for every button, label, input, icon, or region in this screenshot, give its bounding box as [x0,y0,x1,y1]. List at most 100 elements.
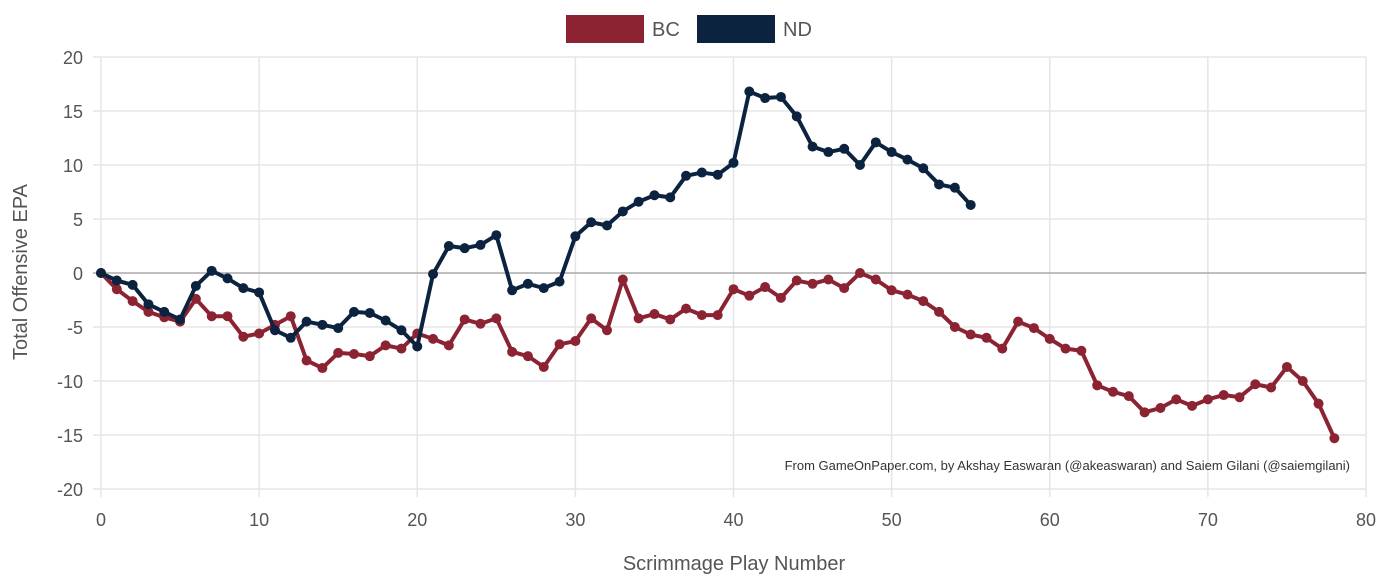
data-point-bc[interactable] [507,346,518,357]
data-point-bc[interactable] [839,283,850,294]
data-point-bc[interactable] [1187,400,1198,411]
data-point-nd[interactable] [807,141,818,152]
data-point-nd[interactable] [412,341,423,352]
data-point-bc[interactable] [807,278,818,289]
data-point-nd[interactable] [364,307,375,318]
data-point-bc[interactable] [855,268,865,278]
data-point-nd[interactable] [554,276,565,287]
data-point-bc[interactable] [1139,407,1150,418]
data-point-nd[interactable] [206,265,217,276]
data-point-nd[interactable] [285,332,296,343]
data-point-bc[interactable] [570,336,581,347]
data-point-nd[interactable] [443,241,454,251]
data-point-bc[interactable] [823,274,834,285]
data-point-bc[interactable] [459,314,470,325]
data-point-bc[interactable] [538,361,549,372]
data-point-nd[interactable] [649,190,660,201]
data-point-bc[interactable] [443,340,454,351]
data-point-bc[interactable] [1123,391,1134,402]
data-point-nd[interactable] [143,299,154,310]
data-point-bc[interactable] [1297,376,1308,386]
data-point-nd[interactable] [681,170,692,181]
data-point-bc[interactable] [586,313,597,324]
data-point-bc[interactable] [1028,323,1039,334]
data-point-nd[interactable] [111,275,122,286]
data-point-bc[interactable] [760,282,771,293]
data-point-bc[interactable] [301,355,312,366]
data-point-bc[interactable] [143,306,154,317]
data-point-bc[interactable] [997,343,1008,354]
data-point-nd[interactable] [823,147,834,158]
data-point-nd[interactable] [696,167,707,178]
data-point-nd[interactable] [522,278,533,289]
data-point-bc[interactable] [1313,398,1324,409]
data-point-nd[interactable] [839,143,850,154]
data-point-bc[interactable] [886,285,897,296]
data-point-bc[interactable] [949,322,960,332]
data-point-nd[interactable] [855,160,865,170]
data-point-bc[interactable] [222,311,233,322]
data-point-nd[interactable] [349,306,359,317]
data-point-bc[interactable] [934,306,945,317]
data-point-nd[interactable] [238,283,249,294]
data-point-nd[interactable] [870,137,881,148]
data-point-bc[interactable] [696,310,707,321]
data-point-bc[interactable] [775,292,786,303]
data-point-nd[interactable] [222,273,233,284]
data-point-nd[interactable] [269,325,280,336]
data-point-nd[interactable] [902,154,913,165]
data-point-nd[interactable] [791,111,802,122]
data-point-nd[interactable] [159,306,170,317]
data-point-nd[interactable] [728,157,739,168]
data-point-bc[interactable] [333,347,344,358]
data-point-nd[interactable] [491,230,502,241]
data-point-bc[interactable] [396,343,407,354]
data-point-bc[interactable] [428,333,439,344]
data-point-nd[interactable] [965,199,976,210]
data-point-bc[interactable] [491,313,502,324]
data-point-bc[interactable] [1202,394,1213,405]
data-point-nd[interactable] [949,182,960,193]
data-point-bc[interactable] [1076,345,1087,356]
data-point-nd[interactable] [934,179,945,190]
data-point-nd[interactable] [127,279,138,290]
data-point-bc[interactable] [1329,433,1340,444]
data-point-bc[interactable] [206,311,217,322]
data-point-bc[interactable] [965,329,976,340]
data-point-bc[interactable] [190,293,201,304]
data-point-nd[interactable] [254,287,265,298]
data-point-nd[interactable] [712,169,723,180]
data-point-bc[interactable] [1171,394,1182,405]
data-point-bc[interactable] [1155,403,1166,413]
data-point-bc[interactable] [238,331,249,342]
data-point-nd[interactable] [633,196,644,207]
data-point-nd[interactable] [333,323,344,334]
data-point-bc[interactable] [728,284,739,295]
data-point-bc[interactable] [665,314,676,325]
data-point-bc[interactable] [522,351,533,362]
data-point-nd[interactable] [428,269,439,280]
data-point-bc[interactable] [1060,343,1071,354]
data-point-bc[interactable] [744,290,755,301]
data-point-nd[interactable] [175,314,186,325]
data-point-bc[interactable] [380,340,391,351]
data-point-bc[interactable] [870,274,881,285]
data-point-bc[interactable] [902,289,913,300]
data-point-bc[interactable] [1281,361,1292,372]
data-point-bc[interactable] [633,313,644,324]
data-point-nd[interactable] [586,217,597,228]
legend-item-bc[interactable]: BC [566,15,680,43]
data-point-bc[interactable] [1250,379,1261,390]
data-point-bc[interactable] [317,363,328,374]
data-point-bc[interactable] [111,284,122,295]
data-point-nd[interactable] [886,147,897,158]
data-point-bc[interactable] [791,275,802,286]
data-point-nd[interactable] [775,91,786,102]
data-point-nd[interactable] [190,280,201,291]
data-point-nd[interactable] [380,315,391,326]
data-point-nd[interactable] [96,268,106,278]
data-point-nd[interactable] [617,206,628,217]
data-point-bc[interactable] [649,309,660,320]
data-point-bc[interactable] [554,339,565,350]
data-point-bc[interactable] [475,318,486,329]
